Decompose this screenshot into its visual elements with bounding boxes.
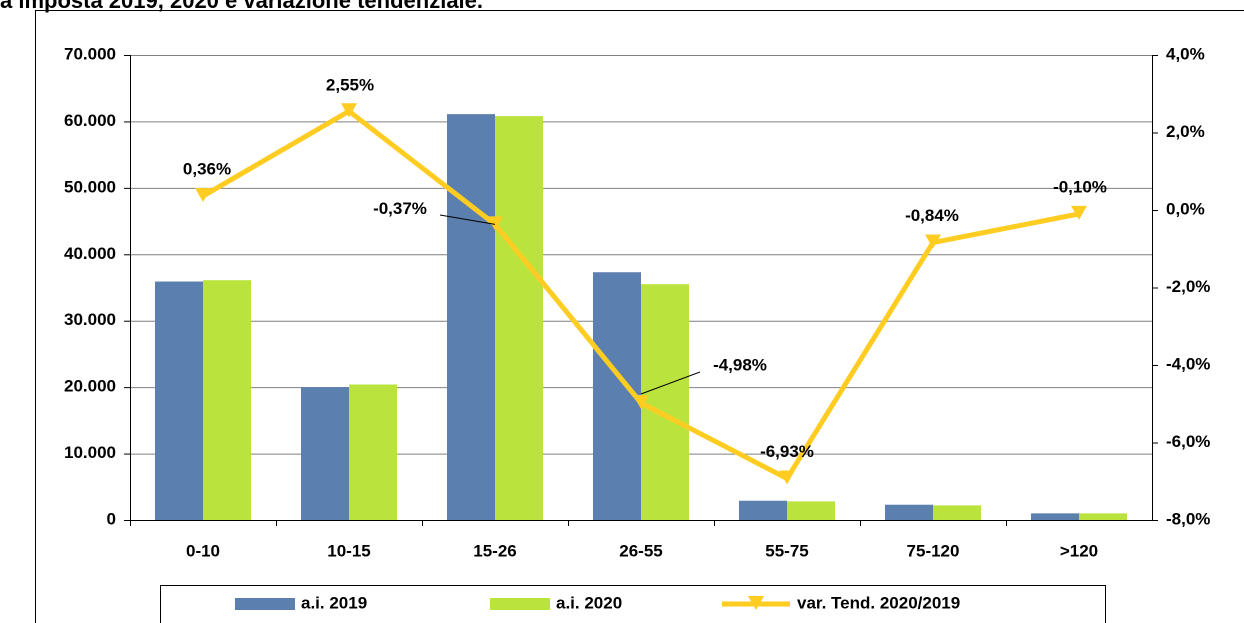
y2-tick-label: -4,0% — [1166, 354, 1210, 373]
bar — [1031, 513, 1079, 520]
bar — [495, 116, 543, 520]
x-tick-label: 55-75 — [765, 541, 808, 560]
x-tick-label: 15-26 — [473, 541, 516, 560]
data-label: 0,36% — [183, 160, 231, 179]
data-label: -0,84% — [905, 206, 959, 225]
chart-frame — [35, 10, 1244, 623]
data-label: 2,55% — [326, 76, 374, 95]
bar — [739, 500, 787, 520]
marker — [341, 103, 357, 118]
bar — [203, 280, 251, 520]
y-tick-label: 30.000 — [64, 310, 116, 329]
y-tick-label: 60.000 — [64, 111, 116, 130]
data-label: -0,10% — [1053, 177, 1107, 196]
y2-tick-label: 2,0% — [1166, 122, 1205, 141]
x-tick-label: 0-10 — [186, 541, 220, 560]
data-label: -0,37% — [373, 199, 427, 218]
legend-label: a.i. 2019 — [301, 593, 367, 612]
bar — [787, 501, 835, 520]
x-tick-label: 10-15 — [327, 541, 370, 560]
chart-title: a imposta 2019, 2020 e variazione tenden… — [0, 0, 483, 13]
bar — [155, 281, 203, 520]
legend-swatch — [490, 598, 550, 610]
y2-tick-label: 0,0% — [1166, 199, 1205, 218]
marker — [633, 394, 649, 409]
legend-label: var. Tend. 2020/2019 — [797, 593, 960, 612]
marker — [779, 470, 795, 485]
bar — [933, 505, 981, 520]
y2-tick-label: 4,0% — [1166, 44, 1205, 63]
x-tick-label: >120 — [1060, 541, 1098, 560]
y2-tick-label: -6,0% — [1166, 432, 1210, 451]
marker — [925, 234, 941, 249]
legend-box — [160, 585, 1106, 623]
bar — [447, 114, 495, 520]
marker — [195, 188, 211, 203]
y-tick-label: 50.000 — [64, 177, 116, 196]
y-tick-label: 10.000 — [64, 443, 116, 462]
y-tick-label: 0 — [107, 509, 116, 528]
leader-line — [640, 371, 701, 395]
y2-tick-label: -8,0% — [1166, 509, 1210, 528]
data-label: -4,98% — [713, 355, 767, 374]
y-tick-label: 20.000 — [64, 377, 116, 396]
y-tick-label: 70.000 — [64, 44, 116, 63]
bar — [885, 504, 933, 520]
bar — [301, 387, 349, 520]
marker — [1071, 205, 1087, 220]
bar — [641, 284, 689, 520]
legend-label: a.i. 2020 — [556, 593, 622, 612]
leader-line — [439, 214, 496, 225]
y2-tick-label: -2,0% — [1166, 277, 1210, 296]
marker — [487, 216, 503, 231]
bar — [349, 384, 397, 520]
bar — [1079, 513, 1127, 520]
x-tick-label: 75-120 — [907, 541, 960, 560]
legend-marker — [748, 596, 764, 610]
y-tick-label: 40.000 — [64, 244, 116, 263]
legend-swatch — [235, 598, 295, 610]
x-tick-label: 26-55 — [619, 541, 662, 560]
data-label: -6,93% — [760, 442, 814, 461]
